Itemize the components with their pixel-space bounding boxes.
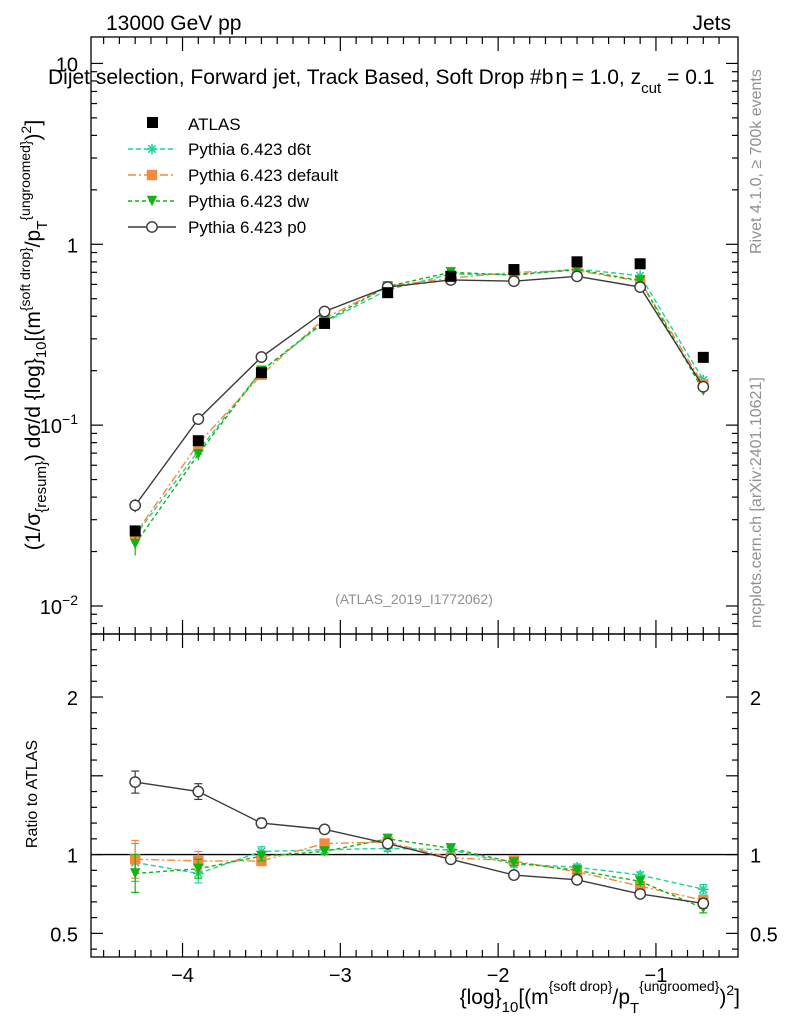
ratio-point-p0 bbox=[634, 888, 647, 900]
x-tick-label: −2 bbox=[487, 965, 510, 987]
series-line-d6t bbox=[134, 268, 704, 537]
data-point-atlas bbox=[697, 351, 709, 363]
data-point-atlas bbox=[255, 367, 267, 379]
series-line-p0 bbox=[134, 275, 704, 506]
point-p0 bbox=[255, 351, 268, 363]
legend-label-d6t: Pythia 6.423 d6t bbox=[188, 140, 311, 159]
ratio-axis-ticks: 0.5 0.5 1 1 2 2 bbox=[50, 649, 778, 950]
y-tick-label-ratio-right: 1 bbox=[750, 846, 761, 868]
ratio-point-p0 bbox=[255, 817, 268, 829]
legend-marker-p0 bbox=[146, 221, 158, 233]
x-axis-label: {log}10[(m{soft drop}/pT{ungroomed})2] bbox=[460, 978, 740, 1017]
data-point-atlas bbox=[129, 525, 141, 537]
ratio-point-p0 bbox=[697, 897, 710, 910]
ratio-point-default bbox=[319, 838, 330, 849]
data-point-atlas bbox=[508, 264, 520, 276]
x-tick-label: −3 bbox=[329, 965, 352, 987]
series-line-default bbox=[134, 269, 704, 535]
ratio-series bbox=[129, 770, 710, 914]
data-point-atlas bbox=[319, 317, 331, 329]
main-axis-ticks: 10−2 10−1 1 10 bbox=[40, 54, 738, 635]
y-tick-label-ratio: 2 bbox=[67, 688, 78, 710]
point-dw bbox=[634, 275, 646, 286]
y-tick-label-main: 10−2 bbox=[40, 592, 78, 619]
data-point-atlas bbox=[192, 435, 204, 447]
ratio-point-dw bbox=[445, 843, 456, 854]
ratio-point-p0 bbox=[444, 853, 457, 866]
legend-marker-d6t bbox=[146, 143, 158, 155]
y-tick-label-ratio: 0.5 bbox=[50, 924, 78, 946]
data-point-atlas bbox=[445, 270, 457, 282]
point-p0 bbox=[318, 305, 331, 318]
ratio-point-p0 bbox=[318, 823, 331, 836]
ratio-line-d6t bbox=[135, 847, 704, 890]
star-stroke bbox=[147, 144, 157, 154]
x-tick-label: −4 bbox=[171, 965, 194, 987]
plot-title: Dijet selection, Forward jet, Track Base… bbox=[48, 64, 714, 97]
y-tick-label-ratio-right: 2 bbox=[750, 688, 761, 710]
data-points bbox=[129, 256, 709, 537]
data-point-atlas bbox=[382, 287, 394, 299]
ratio-point-p0 bbox=[129, 776, 142, 789]
y-tick-label-main: 1 bbox=[67, 235, 78, 257]
series-line-dw bbox=[134, 268, 704, 545]
ratio-point-dw bbox=[256, 850, 267, 862]
main-series bbox=[129, 263, 710, 556]
ratio-panel-frame bbox=[90, 633, 739, 958]
data-point-atlas bbox=[634, 258, 646, 270]
y-tick-label-main: 10−1 bbox=[40, 411, 78, 438]
legend: ATLAS Pythia 6.423 d6t Pythia 6.423 defau… bbox=[128, 115, 339, 237]
legend-marker-atlas bbox=[147, 117, 158, 128]
mcplots-credit: mcplots.cern.ch [arXiv:2401.10621] bbox=[748, 377, 765, 628]
ratio-line-dw bbox=[135, 838, 704, 909]
point-p0 bbox=[508, 275, 520, 288]
ratio-line-p0 bbox=[135, 781, 704, 905]
ratio-point-dw bbox=[129, 868, 141, 879]
ratio-point-d6t bbox=[698, 884, 709, 895]
analysis-tag: (ATLAS_2019_I1772062) bbox=[335, 591, 493, 607]
point-dw bbox=[193, 449, 204, 460]
ratio-point-dw bbox=[193, 863, 204, 874]
y-tick-label-ratio: 1 bbox=[67, 846, 78, 868]
header-category: Jets bbox=[692, 12, 731, 35]
y-axis-label-ratio: Ratio to ATLAS bbox=[24, 740, 41, 848]
y-tick-label-ratio-right: 0.5 bbox=[750, 924, 778, 946]
legend-marker-dw bbox=[146, 195, 158, 207]
data-point-atlas bbox=[571, 256, 583, 268]
point-p0 bbox=[129, 499, 142, 512]
legend-label-dw: Pythia 6.423 dw bbox=[188, 192, 310, 211]
ratio-point-dw bbox=[634, 876, 646, 887]
ratio-point-dw bbox=[319, 846, 330, 857]
rivet-version: Rivet 4.1.0, ≥ 700k events bbox=[748, 69, 765, 254]
ratio-point-p0 bbox=[571, 873, 583, 886]
y-tick-label-main: 10 bbox=[56, 54, 78, 76]
legend-label-default: Pythia 6.423 default bbox=[188, 166, 339, 185]
legend-label-p0: Pythia 6.423 p0 bbox=[188, 218, 306, 237]
ratio-point-p0 bbox=[508, 869, 520, 881]
ratio-point-p0 bbox=[192, 785, 205, 798]
y-axis-label-main: (1/σ{resum}) dσ/d {log}10[(m{soft drop}/… bbox=[17, 120, 51, 550]
star-stroke bbox=[699, 885, 708, 894]
ratio-point-dw bbox=[571, 865, 583, 876]
x-tick-label: −1 bbox=[645, 965, 668, 987]
x-axis-ticks: −4 −3 −2 −1 bbox=[103, 37, 720, 987]
ratio-point-dw bbox=[508, 857, 520, 868]
point-dw bbox=[129, 538, 141, 550]
legend-marker-default bbox=[146, 169, 158, 181]
point-p0 bbox=[571, 270, 583, 283]
legend-label-atlas: ATLAS bbox=[188, 115, 241, 134]
point-p0 bbox=[697, 380, 710, 393]
point-p0 bbox=[192, 413, 205, 425]
point-p0 bbox=[634, 281, 647, 293]
header-energy: 13000 GeV pp bbox=[106, 12, 241, 35]
ratio-point-p0 bbox=[381, 837, 394, 850]
